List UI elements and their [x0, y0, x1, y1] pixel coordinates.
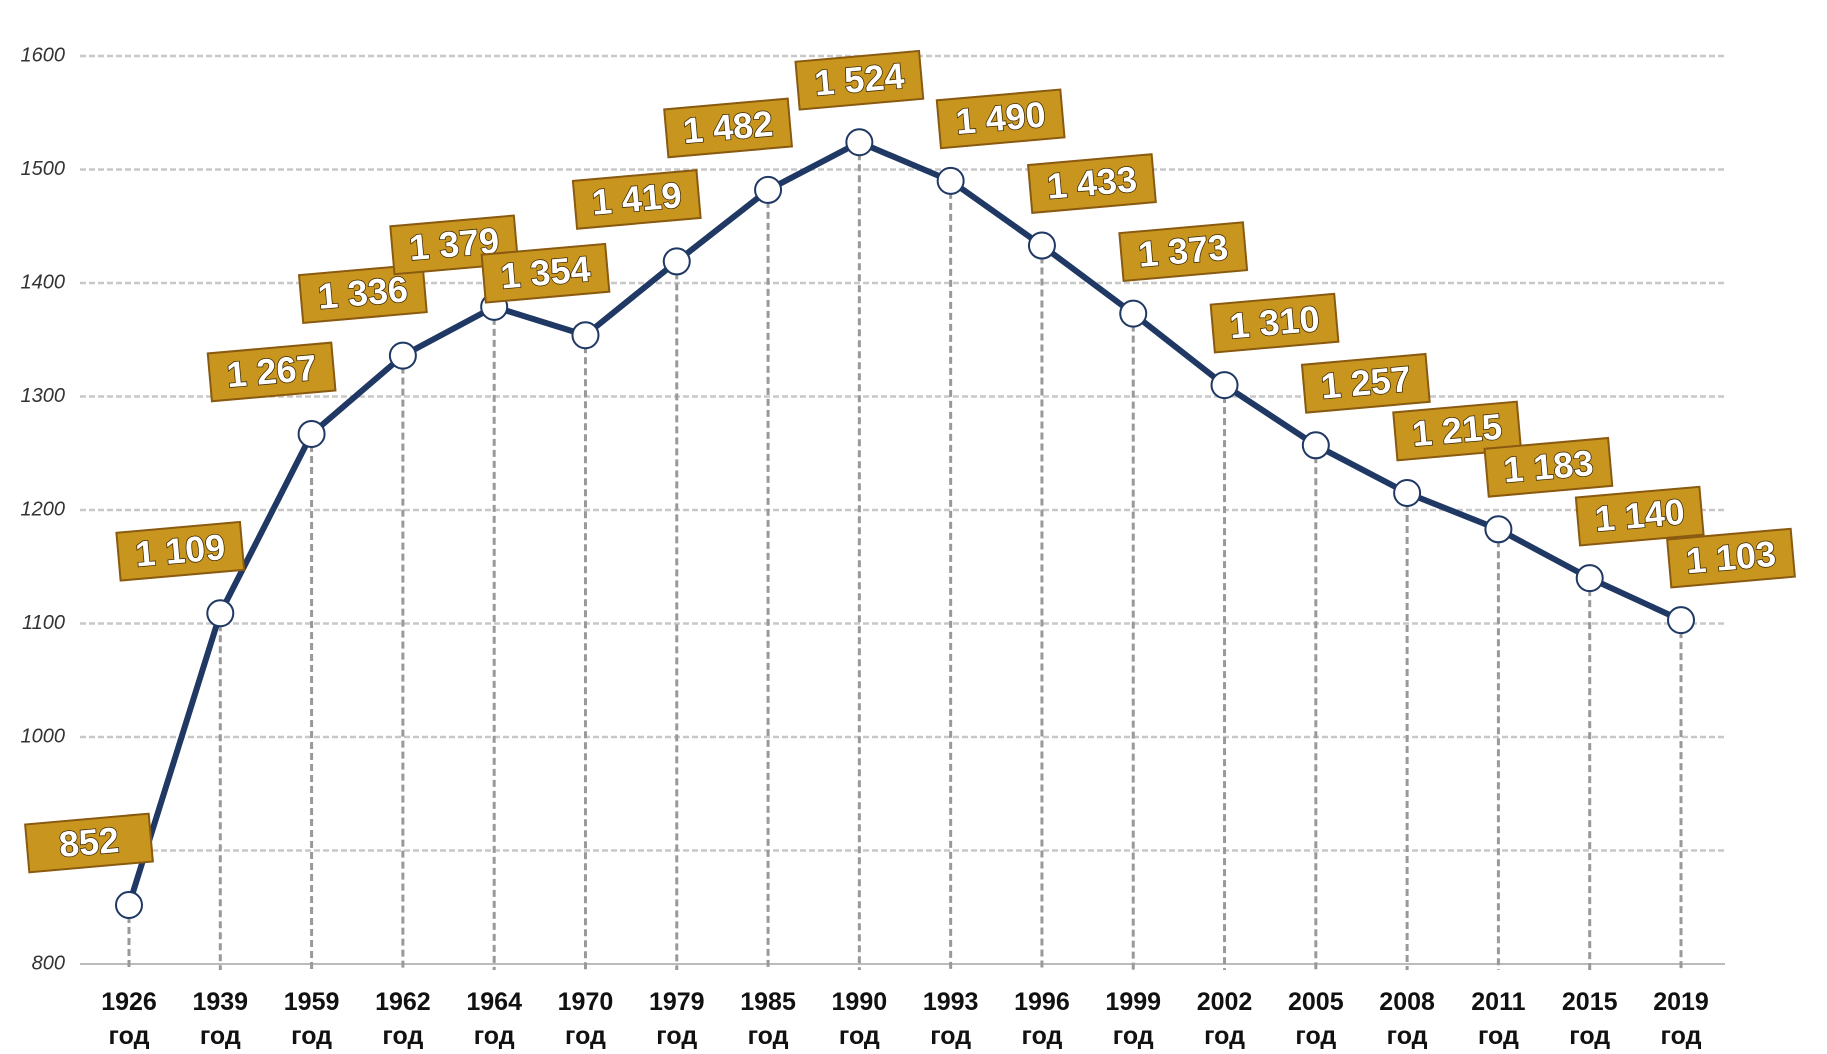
marker [936, 166, 965, 195]
marker [662, 247, 691, 276]
x-tick-label: 1993 год [922, 988, 979, 1050]
x-tick-label: 2002 год [1196, 988, 1253, 1050]
label-box [1392, 400, 1523, 462]
marker [1210, 371, 1239, 400]
label-box [1666, 527, 1796, 589]
line [126, 139, 1683, 906]
label-box [1574, 485, 1705, 547]
data-label: 1 103 [1684, 533, 1777, 582]
label-box [571, 169, 702, 230]
marker [571, 321, 600, 350]
x-tick-label: 1999 год [1105, 988, 1162, 1050]
data-label: 1 257 [1319, 358, 1412, 407]
label-box [115, 520, 246, 582]
data-label: 1 490 [954, 94, 1047, 143]
marker [206, 599, 235, 628]
x-tick-label: 1964 год [466, 988, 522, 1050]
marker [388, 341, 417, 370]
label-box [1483, 436, 1614, 498]
x-tick-label: 1962 год [375, 988, 431, 1050]
x-tick-label: 1990 год [831, 988, 888, 1050]
y-tick-label: 1100 [22, 612, 65, 634]
y-tick-label: 1300 [21, 385, 66, 407]
x-tick-label: 2005 год [1288, 988, 1344, 1050]
marker [1027, 231, 1056, 260]
marker [1484, 515, 1513, 544]
x-tick-label: 1926 год [101, 988, 157, 1050]
marker [754, 175, 783, 204]
data-label: 1 336 [316, 268, 409, 317]
marker [1301, 431, 1330, 460]
label-box [1118, 221, 1249, 283]
y-tick-label: 1600 [21, 44, 66, 66]
data-label: 1 310 [1228, 298, 1321, 347]
marker [845, 128, 874, 157]
data-label: 1 215 [1410, 406, 1503, 455]
y-tick-label: 1200 [21, 498, 66, 520]
data-label: 1 419 [590, 174, 683, 223]
x-tick-label: 1979 год [648, 988, 705, 1050]
label-box [480, 242, 611, 304]
label-box [1027, 153, 1157, 214]
x-tick-label: 1996 год [1014, 988, 1070, 1050]
x-tick-label: 1970 год [557, 988, 614, 1050]
marker [1575, 564, 1604, 593]
label-box [935, 88, 1066, 150]
marker [1667, 606, 1695, 635]
x-tick-label: 2019 год [1653, 988, 1709, 1050]
x-tick-label: 1985 год [740, 988, 796, 1050]
data-label: 1 482 [681, 103, 774, 152]
data-label: 1 183 [1502, 442, 1595, 491]
y-tick-label: 1400 [21, 271, 66, 293]
label-box [297, 263, 428, 325]
marker [115, 890, 143, 919]
marker [1393, 478, 1422, 507]
x-tick-label: 2008 год [1379, 988, 1435, 1050]
data-label: 1 109 [134, 526, 227, 575]
data-label: 1 354 [499, 248, 592, 297]
x-tick-label: 1959 год [283, 988, 340, 1050]
data-label: 1 373 [1136, 226, 1229, 275]
y-tick-label: 800 [32, 952, 65, 974]
x-tick-label: 2011 год [1471, 988, 1526, 1050]
data-label: 852 [57, 819, 120, 865]
x-tick-label: 2015 год [1561, 988, 1618, 1050]
y-tick-label: 1500 [21, 158, 66, 180]
data-label: 1 267 [225, 347, 318, 396]
label-box [24, 812, 154, 874]
label-box [1300, 352, 1431, 414]
data-label: 1 433 [1045, 158, 1138, 207]
data-label: 1 524 [813, 55, 906, 104]
x-tick-label: 1939 год [192, 988, 249, 1050]
label-box [206, 341, 337, 403]
label-box [794, 49, 925, 111]
y-tick-label: 1000 [21, 725, 66, 747]
marker [1119, 299, 1148, 328]
data-label: 1 140 [1593, 491, 1686, 540]
label-box [663, 97, 793, 159]
label-box [1209, 292, 1340, 354]
marker [297, 419, 326, 448]
